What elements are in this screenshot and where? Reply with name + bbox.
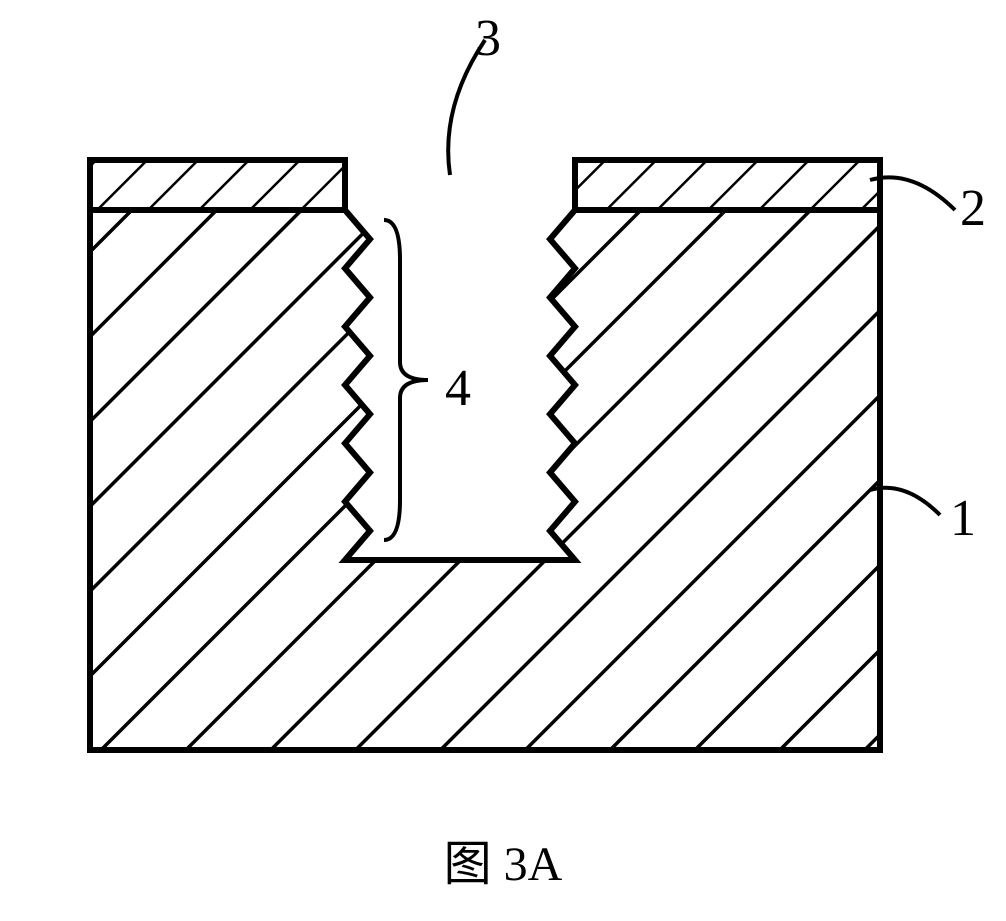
top-layer-right xyxy=(575,160,880,210)
label-1: 1 xyxy=(950,490,976,547)
label-2: 2 xyxy=(960,180,986,237)
top-layer-left xyxy=(90,160,345,210)
figure-3a: 1 2 3 4 图 3A xyxy=(0,0,1006,921)
brace-4 xyxy=(384,220,428,540)
label-3: 3 xyxy=(475,10,501,67)
figure-caption: 图 3A xyxy=(444,838,563,891)
substrate-region-1 xyxy=(90,210,880,750)
label-4: 4 xyxy=(445,360,471,417)
